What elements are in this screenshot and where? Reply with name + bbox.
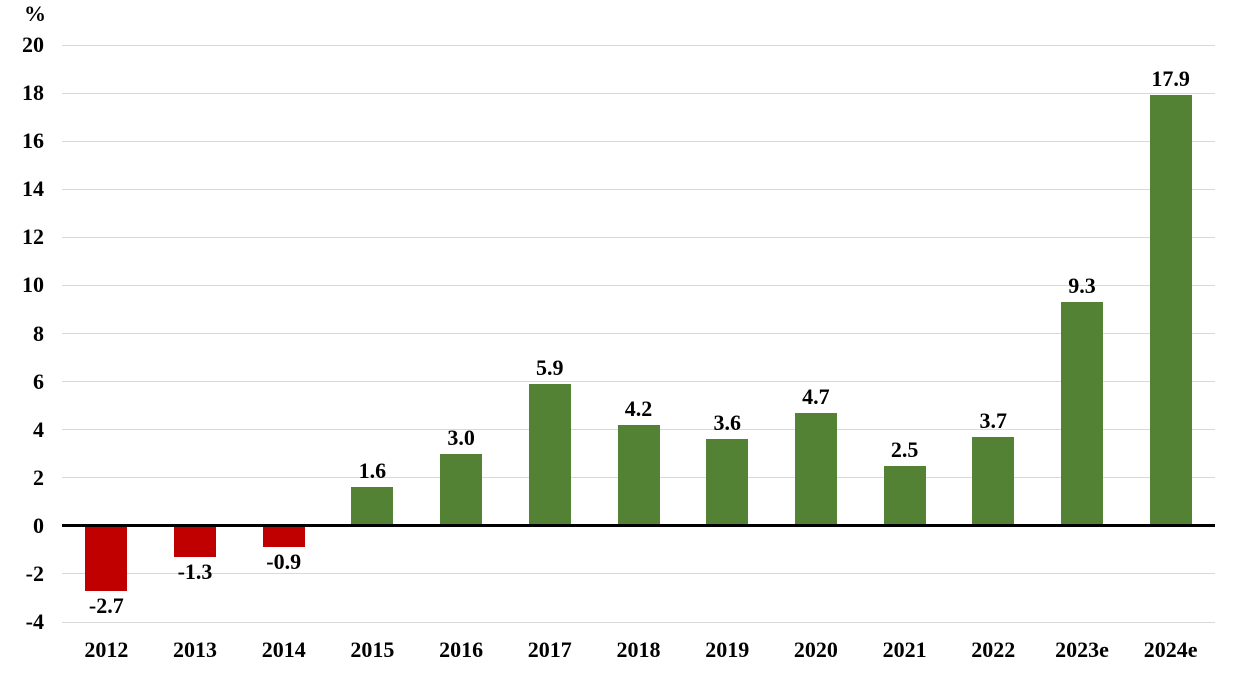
gridline: [62, 140, 1215, 142]
value-label-2013: -1.3: [177, 559, 213, 585]
y-tick-label: -2: [25, 560, 44, 586]
bar-2022: [972, 436, 1015, 526]
value-label-2024e: 17.9: [1151, 66, 1190, 92]
x-tick-label-2012: 2012: [84, 637, 129, 662]
value-label-2017: 5.9: [536, 354, 564, 380]
bar-2018: [617, 424, 660, 526]
value-label-2015: 1.6: [358, 458, 387, 484]
x-tick-label-2013: 2013: [173, 637, 218, 662]
x-tick-label-2022: 2022: [971, 637, 1016, 662]
bar-2012: [85, 525, 128, 591]
x-axis-zero-line: [62, 524, 1215, 528]
gridline: [62, 92, 1215, 94]
value-label-2021: 2.5: [890, 436, 919, 462]
value-label-2016: 3.0: [447, 424, 475, 450]
value-label-2022: 3.7: [979, 407, 1008, 433]
value-label-2019: 3.6: [713, 410, 741, 436]
bar-2013: [174, 525, 217, 558]
bar-2014: [262, 525, 305, 548]
bar-2020: [794, 412, 837, 526]
gridline: [62, 188, 1215, 190]
value-label-2012: -2.7: [88, 592, 124, 618]
gridline: [62, 381, 1215, 383]
gridline: [62, 236, 1215, 238]
bar-2019: [706, 439, 749, 526]
gridline: [62, 284, 1215, 286]
y-tick-label: 20: [22, 32, 44, 57]
y-tick-label: 16: [22, 128, 44, 154]
gridline: [62, 621, 1215, 623]
value-label-2023e: 9.3: [1068, 273, 1096, 299]
x-tick-label-2020: 2020: [793, 637, 838, 662]
bar-2024e: [1149, 95, 1192, 526]
x-tick-label-2018: 2018: [616, 637, 661, 662]
bar-2023e: [1060, 302, 1103, 526]
value-label-2014: -0.9: [266, 549, 302, 575]
y-tick-label: 6: [33, 368, 44, 394]
x-tick-label-2015: 2015: [350, 637, 395, 662]
y-tick-label: 8: [33, 320, 44, 346]
x-tick-label-2021: 2021: [882, 637, 927, 662]
gridline: [62, 44, 1215, 46]
value-label-2020: 4.7: [802, 383, 830, 409]
x-tick-label-2014: 2014: [261, 637, 306, 662]
x-tick-label-2023e: 2023e: [1055, 637, 1109, 662]
y-tick-label: 4: [33, 416, 44, 442]
y-tick-label: 18: [22, 80, 44, 106]
y-tick-label: 0: [33, 512, 44, 538]
bar-2017: [528, 383, 571, 526]
x-tick-label-2019: 2019: [705, 637, 750, 662]
gridline: [62, 333, 1215, 334]
x-tick-label-2016: 2016: [439, 637, 484, 662]
y-tick-label: -4: [25, 609, 44, 634]
y-tick-label: 14: [22, 176, 44, 202]
value-label-2018: 4.2: [624, 395, 653, 421]
y-axis-unit-label: %: [24, 1, 46, 26]
bar-2021: [883, 465, 926, 526]
bar-2015: [351, 487, 394, 526]
gridline: [62, 573, 1215, 575]
bar-2016: [440, 453, 483, 526]
x-tick-label-2024e: 2024e: [1143, 637, 1198, 662]
y-tick-label: 2: [33, 464, 44, 490]
y-tick-label: 12: [22, 224, 44, 250]
x-tick-label-2017: 2017: [527, 637, 572, 662]
y-tick-label: 10: [22, 272, 44, 298]
